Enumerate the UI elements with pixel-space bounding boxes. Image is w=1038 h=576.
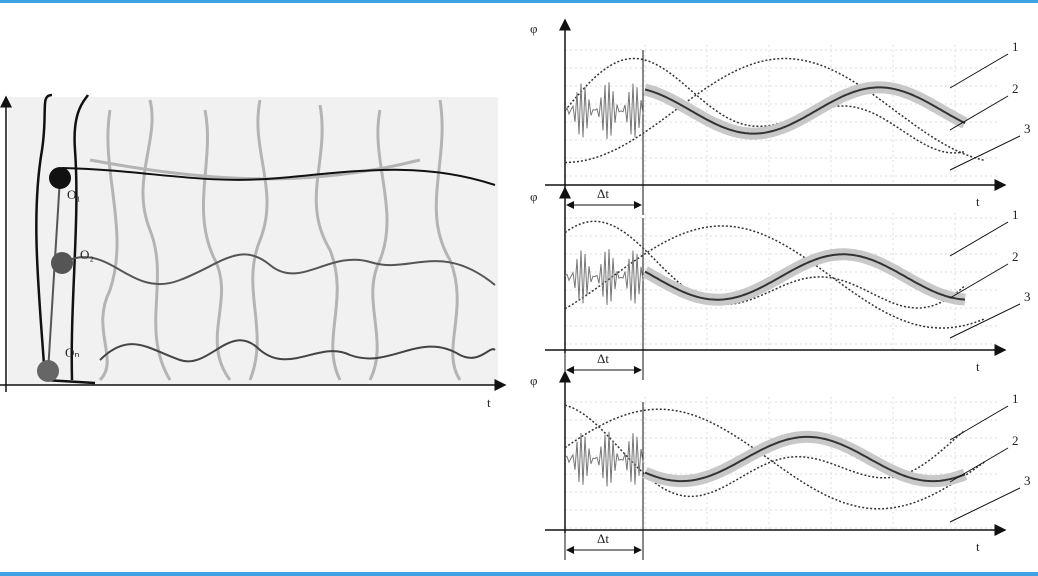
leader-line [949,263,1009,299]
leg-axis [47,177,61,373]
top-border [0,0,1038,3]
joint [51,252,73,274]
curve-3 [564,408,986,510]
left-diagram: O₁ O₂ Oₙ t [0,93,507,410]
interval-label: Δt [597,186,609,201]
x-axis-label: t [976,359,980,374]
curve-2 [644,435,966,483]
curve-2-band [643,81,968,140]
curve-2 [644,253,966,301]
y-axis-label: φ [530,189,538,204]
leader-line [949,95,1009,131]
curve-1 [564,220,966,309]
curve-label: 1 [1012,207,1019,222]
curve-hip [61,167,496,186]
curve-label: 3 [1024,121,1031,136]
curve-1 [564,57,966,154]
curve-knee [63,253,496,286]
curve-label: 1 [1012,39,1019,54]
curve-label: 3 [1024,473,1031,488]
leader-line [949,135,1021,171]
leader-line [949,53,1009,89]
curve-label: 1 [1012,391,1019,406]
joint [49,167,71,189]
curve-3 [564,225,986,329]
curve-2 [644,86,966,135]
interval-label: Δt [597,531,609,546]
joint-label: O₁ [67,187,81,202]
noise [564,82,644,140]
leader-line [949,405,1009,441]
curve-label: 2 [1012,81,1019,96]
walking-figures [89,99,462,382]
curve-ankle [99,339,496,363]
leader-line [949,303,1021,339]
joint-label: O₂ [80,247,94,262]
bottom-border [0,572,1038,576]
y-axis-label: φ [530,21,538,36]
noise [564,431,644,487]
noise [564,249,644,306]
leader-line [949,487,1021,523]
leader-line [949,221,1009,257]
leader-line [949,447,1009,483]
interval-label: Δt [597,351,609,366]
joint [37,360,59,382]
curve-label: 2 [1012,249,1019,264]
curve-label: 3 [1024,289,1031,304]
joint-label: Oₙ [65,345,80,360]
curve-label: 2 [1012,433,1019,448]
x-axis-label: t [976,539,980,554]
x-axis-label: t [487,395,491,410]
x-axis-label: t [976,194,980,209]
y-axis-label: φ [530,373,538,388]
curve-3 [565,57,986,164]
background [8,97,498,385]
curve-2-band [642,248,966,306]
